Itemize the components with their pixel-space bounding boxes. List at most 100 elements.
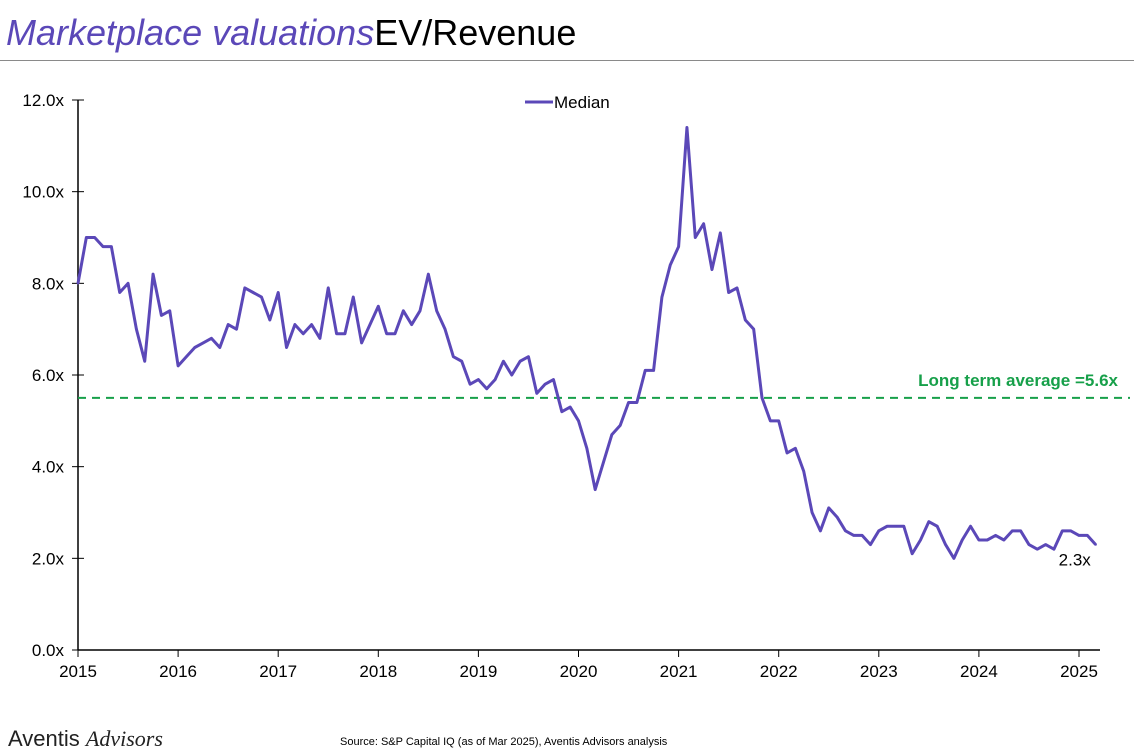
data-point	[719, 231, 722, 235]
y-tick-label: 2.0x	[32, 549, 65, 568]
data-point	[360, 341, 363, 345]
data-point	[660, 295, 664, 299]
data-point	[485, 387, 488, 390]
data-point	[944, 543, 947, 546]
x-tick-label: 2015	[59, 662, 97, 681]
data-point	[85, 236, 88, 239]
data-point	[927, 520, 931, 523]
data-point	[543, 382, 547, 386]
data-point	[585, 447, 589, 450]
data-point	[802, 470, 805, 473]
data-point	[143, 360, 146, 363]
data-point	[777, 419, 780, 423]
data-point	[210, 337, 213, 340]
x-tick-label: 2017	[259, 662, 297, 681]
data-point	[418, 309, 422, 313]
data-point	[810, 511, 814, 514]
data-point	[118, 291, 121, 294]
data-point	[827, 506, 830, 510]
data-point	[860, 534, 864, 537]
data-point	[510, 373, 513, 377]
data-point	[435, 309, 438, 313]
data-point	[961, 538, 964, 542]
data-point	[151, 272, 155, 276]
data-point	[1036, 547, 1039, 551]
data-point	[727, 291, 730, 294]
data-point	[343, 332, 347, 335]
data-point	[368, 323, 372, 326]
title-metric: EV/Revenue	[374, 12, 577, 53]
y-tick-label: 10.0x	[22, 183, 64, 202]
data-point	[577, 419, 580, 423]
data-point	[310, 323, 313, 326]
data-point	[986, 538, 989, 542]
data-point	[468, 382, 472, 386]
data-point	[1086, 534, 1089, 537]
data-point	[652, 369, 655, 372]
data-point	[635, 401, 639, 404]
data-point	[101, 245, 105, 248]
y-tick-label: 4.0x	[32, 458, 65, 477]
data-point	[110, 245, 113, 248]
data-point	[293, 323, 297, 326]
data-point	[685, 126, 689, 129]
data-point	[126, 282, 130, 285]
data-point	[402, 309, 405, 313]
data-point	[260, 295, 263, 299]
data-point	[327, 286, 330, 290]
data-point	[452, 355, 455, 358]
logo: Aventis Advisors	[8, 726, 163, 752]
data-point	[135, 327, 138, 331]
data-point	[669, 263, 672, 267]
data-point	[1069, 529, 1072, 533]
end-value-label: 2.3x	[1059, 551, 1092, 570]
data-point	[885, 525, 889, 528]
data-point	[443, 327, 447, 331]
data-point	[76, 282, 80, 285]
data-point	[794, 447, 797, 450]
logo-advisors: Advisors	[85, 726, 163, 751]
data-point	[427, 272, 430, 276]
data-point	[1077, 534, 1081, 537]
data-point	[1011, 529, 1014, 533]
data-point	[969, 525, 972, 528]
data-point	[1019, 529, 1022, 533]
line-chart: 0.0x 2.0x 4.0x 6.0x 8.0x 10.0x 12.0x 2015 2016 20…	[22, 91, 1130, 681]
data-point	[760, 396, 764, 400]
data-point	[160, 314, 163, 317]
data-point	[268, 318, 272, 322]
x-tick-label: 2016	[159, 662, 197, 681]
data-point	[744, 318, 747, 322]
data-point	[393, 332, 397, 335]
data-point	[619, 424, 622, 427]
data-point	[627, 401, 630, 404]
data-point	[185, 355, 188, 358]
data-point	[977, 538, 981, 542]
data-point	[935, 525, 939, 528]
data-point	[835, 515, 839, 519]
data-point	[1094, 543, 1097, 546]
legend-label: Median	[554, 93, 610, 112]
title-divider	[0, 60, 1134, 61]
data-point	[1052, 547, 1056, 551]
data-point	[819, 529, 822, 533]
data-point	[869, 543, 872, 546]
data-point	[251, 291, 255, 294]
data-point	[168, 309, 171, 313]
data-point	[318, 337, 322, 340]
average-label: Long term average =5.6x	[918, 371, 1118, 390]
chart-title: Marketplace valuationsEV/Revenue	[6, 12, 576, 54]
data-point	[919, 538, 922, 542]
data-point	[710, 268, 714, 271]
data-point	[535, 392, 538, 395]
data-point	[702, 222, 705, 225]
data-point	[735, 286, 739, 290]
logo-aventis: Aventis	[8, 726, 80, 751]
data-point	[502, 360, 505, 363]
data-point	[910, 552, 914, 555]
y-tick-label: 12.0x	[22, 91, 64, 110]
data-point	[176, 364, 180, 368]
data-point	[752, 327, 755, 331]
data-point	[852, 534, 855, 537]
data-point	[677, 245, 680, 248]
